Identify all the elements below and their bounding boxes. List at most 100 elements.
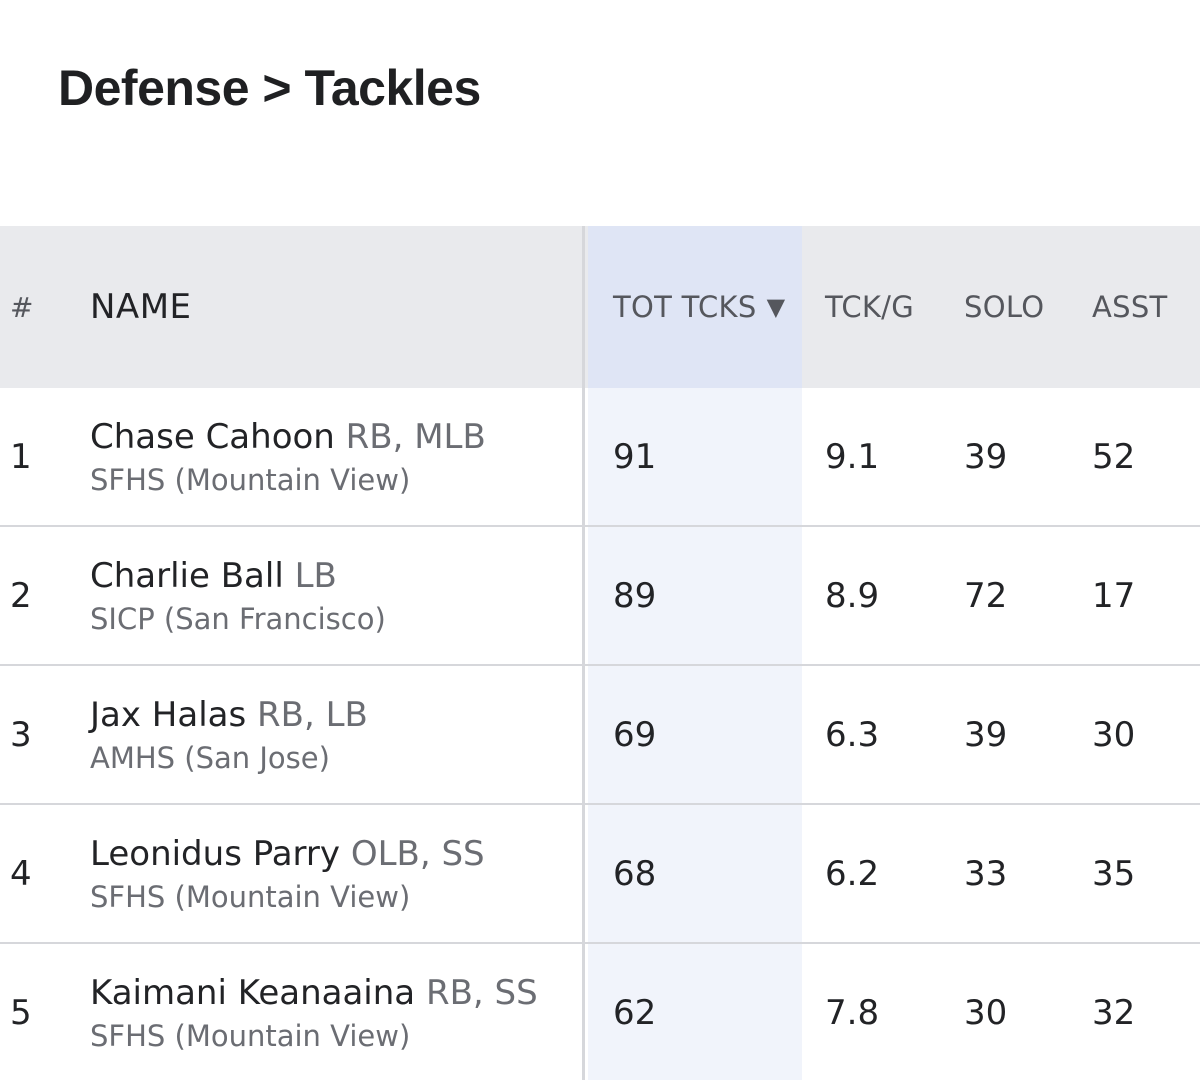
player-info: Leonidus Parry OLB, SS SFHS (Mountain Vi… — [90, 833, 485, 914]
tot-tcks-cell: 89 — [588, 527, 802, 664]
player-cell: Jax Halas RB, LB AMHS (San Jose) — [60, 666, 585, 803]
asst-cell: 30 — [1068, 666, 1200, 803]
header-asst[interactable]: ASST — [1068, 226, 1200, 388]
solo-cell: 72 — [940, 527, 1068, 664]
player-info: Chase Cahoon RB, MLB SFHS (Mountain View… — [90, 416, 486, 497]
tck-g-cell: 7.8 — [802, 944, 940, 1080]
asst-cell: 52 — [1068, 388, 1200, 525]
asst-value: 30 — [1092, 714, 1136, 755]
table-row[interactable]: 2 Charlie Ball LB SICP (San Francisco) 8… — [0, 527, 1200, 666]
tck-g-value: 6.2 — [825, 853, 880, 894]
solo-value: 39 — [964, 714, 1008, 755]
player-line: Chase Cahoon RB, MLB — [90, 416, 486, 459]
table-row[interactable]: 4 Leonidus Parry OLB, SS SFHS (Mountain … — [0, 805, 1200, 944]
asst-value: 32 — [1092, 992, 1136, 1033]
rank-cell: 2 — [0, 527, 60, 664]
header-tck-g-label: TCK/G — [825, 290, 915, 324]
header-tck-g[interactable]: TCK/G — [802, 226, 940, 388]
sort-descending-icon: ▼ — [766, 293, 786, 321]
rank-value: 2 — [10, 575, 32, 616]
player-school: SFHS (Mountain View) — [90, 462, 411, 497]
tackles-table: # NAME TOT TCKS ▼ TCK/G SOLO ASST 1 — [0, 226, 1200, 1080]
player-line: Jax Halas RB, LB — [90, 694, 368, 737]
solo-cell: 33 — [940, 805, 1068, 942]
player-school: SFHS (Mountain View) — [90, 1018, 411, 1053]
player-cell: Charlie Ball LB SICP (San Francisco) — [60, 527, 585, 664]
table-row[interactable]: 5 Kaimani Keanaaina RB, SS SFHS (Mountai… — [0, 944, 1200, 1080]
tot-tcks-cell: 69 — [588, 666, 802, 803]
player-name-link[interactable]: Jax Halas — [90, 695, 247, 736]
player-cell: Leonidus Parry OLB, SS SFHS (Mountain Vi… — [60, 805, 585, 942]
tck-g-cell: 8.9 — [802, 527, 940, 664]
tot-tcks-value: 89 — [613, 575, 657, 616]
solo-value: 72 — [964, 575, 1008, 616]
player-info: Jax Halas RB, LB AMHS (San Jose) — [90, 694, 368, 775]
header-tot-tcks[interactable]: TOT TCKS ▼ — [588, 226, 802, 388]
player-info: Charlie Ball LB SICP (San Francisco) — [90, 555, 386, 636]
solo-cell: 39 — [940, 666, 1068, 803]
asst-value: 17 — [1092, 575, 1136, 616]
header-solo-label: SOLO — [964, 290, 1045, 324]
solo-value: 30 — [964, 992, 1008, 1033]
table-header-row: # NAME TOT TCKS ▼ TCK/G SOLO ASST — [0, 226, 1200, 388]
player-school: AMHS (San Jose) — [90, 740, 330, 775]
rank-cell: 1 — [0, 388, 60, 525]
player-school: SFHS (Mountain View) — [90, 879, 411, 914]
tck-g-value: 8.9 — [825, 575, 880, 616]
header-tot-tcks-label: TOT TCKS — [613, 290, 757, 324]
rank-value: 4 — [10, 853, 32, 894]
header-rank[interactable]: # — [0, 226, 60, 388]
player-positions: RB, MLB — [345, 417, 486, 458]
player-line: Leonidus Parry OLB, SS — [90, 833, 485, 876]
header-solo[interactable]: SOLO — [940, 226, 1068, 388]
player-name-link[interactable]: Kaimani Keanaaina — [90, 973, 416, 1014]
rank-cell: 4 — [0, 805, 60, 942]
header-rank-label: # — [10, 290, 34, 324]
rank-value: 1 — [10, 436, 32, 477]
rank-value: 3 — [10, 714, 32, 755]
player-line: Kaimani Keanaaina RB, SS — [90, 972, 538, 1015]
asst-cell: 17 — [1068, 527, 1200, 664]
rank-cell: 3 — [0, 666, 60, 803]
tot-tcks-value: 68 — [613, 853, 657, 894]
tot-tcks-value: 69 — [613, 714, 657, 755]
rank-cell: 5 — [0, 944, 60, 1080]
tck-g-value: 7.8 — [825, 992, 880, 1033]
player-cell: Kaimani Keanaaina RB, SS SFHS (Mountain … — [60, 944, 585, 1080]
player-school: SICP (San Francisco) — [90, 601, 386, 636]
tot-tcks-cell: 91 — [588, 388, 802, 525]
player-info: Kaimani Keanaaina RB, SS SFHS (Mountain … — [90, 972, 538, 1053]
header-name[interactable]: NAME — [60, 226, 585, 388]
player-positions: OLB, SS — [350, 834, 485, 875]
player-name-link[interactable]: Charlie Ball — [90, 556, 284, 597]
header-name-label: NAME — [90, 287, 192, 327]
rank-value: 5 — [10, 992, 32, 1033]
player-line: Charlie Ball LB — [90, 555, 386, 598]
tck-g-cell: 6.3 — [802, 666, 940, 803]
player-name-link[interactable]: Chase Cahoon — [90, 417, 335, 458]
tot-tcks-cell: 62 — [588, 944, 802, 1080]
table-body: 1 Chase Cahoon RB, MLB SFHS (Mountain Vi… — [0, 388, 1200, 1080]
solo-value: 33 — [964, 853, 1008, 894]
tot-tcks-value: 62 — [613, 992, 657, 1033]
tck-g-value: 9.1 — [825, 436, 880, 477]
player-positions: RB, SS — [425, 973, 538, 1014]
table-row[interactable]: 3 Jax Halas RB, LB AMHS (San Jose) 69 6.… — [0, 666, 1200, 805]
table-row[interactable]: 1 Chase Cahoon RB, MLB SFHS (Mountain Vi… — [0, 388, 1200, 527]
solo-cell: 39 — [940, 388, 1068, 525]
solo-value: 39 — [964, 436, 1008, 477]
tck-g-cell: 6.2 — [802, 805, 940, 942]
asst-value: 35 — [1092, 853, 1136, 894]
asst-cell: 35 — [1068, 805, 1200, 942]
header-asst-label: ASST — [1092, 290, 1168, 324]
asst-cell: 32 — [1068, 944, 1200, 1080]
page-title: Defense > Tackles — [58, 60, 481, 116]
tot-tcks-value: 91 — [613, 436, 657, 477]
player-name-link[interactable]: Leonidus Parry — [90, 834, 341, 875]
player-positions: RB, LB — [257, 695, 368, 736]
player-positions: LB — [294, 556, 337, 597]
asst-value: 52 — [1092, 436, 1136, 477]
solo-cell: 30 — [940, 944, 1068, 1080]
player-cell: Chase Cahoon RB, MLB SFHS (Mountain View… — [60, 388, 585, 525]
